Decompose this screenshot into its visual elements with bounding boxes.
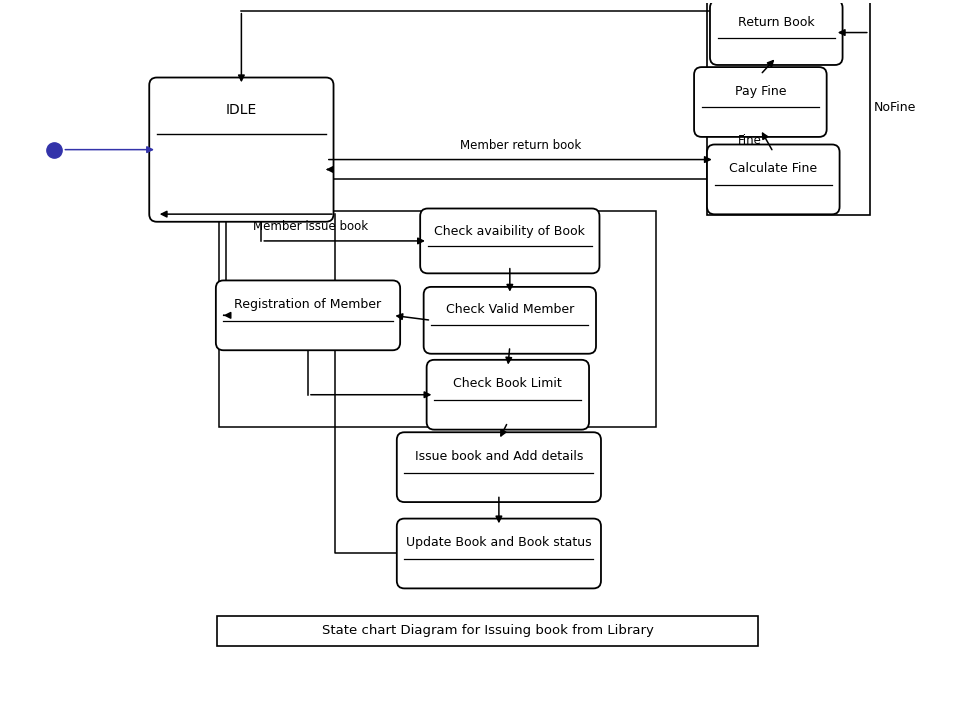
FancyBboxPatch shape (423, 287, 596, 354)
FancyBboxPatch shape (396, 432, 601, 502)
Text: Check avaibility of Book: Check avaibility of Book (434, 225, 586, 238)
Text: IDLE: IDLE (226, 103, 257, 117)
Text: Calculate Fine: Calculate Fine (730, 162, 817, 175)
Bar (707, 0, 870, 215)
Text: Member issue book: Member issue book (253, 220, 368, 233)
FancyBboxPatch shape (149, 78, 333, 222)
Text: Fine: Fine (737, 134, 761, 147)
FancyBboxPatch shape (396, 518, 601, 588)
Text: Update Book and Book status: Update Book and Book status (406, 536, 591, 549)
Text: Issue book and Add details: Issue book and Add details (415, 450, 583, 463)
FancyBboxPatch shape (426, 360, 589, 430)
FancyBboxPatch shape (707, 145, 840, 215)
FancyBboxPatch shape (710, 0, 843, 65)
Text: Member return book: Member return book (460, 139, 581, 152)
Text: State chart Diagram for Issuing book from Library: State chart Diagram for Issuing book fro… (322, 624, 654, 637)
Text: Pay Fine: Pay Fine (734, 84, 786, 98)
Text: Check Book Limit: Check Book Limit (453, 377, 563, 390)
Bar (219, 211, 656, 427)
FancyBboxPatch shape (694, 67, 827, 137)
FancyBboxPatch shape (420, 209, 599, 274)
Text: Return Book: Return Book (738, 16, 815, 29)
FancyBboxPatch shape (216, 280, 400, 350)
Text: NoFine: NoFine (874, 101, 916, 114)
Text: Registration of Member: Registration of Member (234, 298, 381, 311)
Text: Check Valid Member: Check Valid Member (445, 304, 574, 317)
Bar (217, 616, 758, 646)
